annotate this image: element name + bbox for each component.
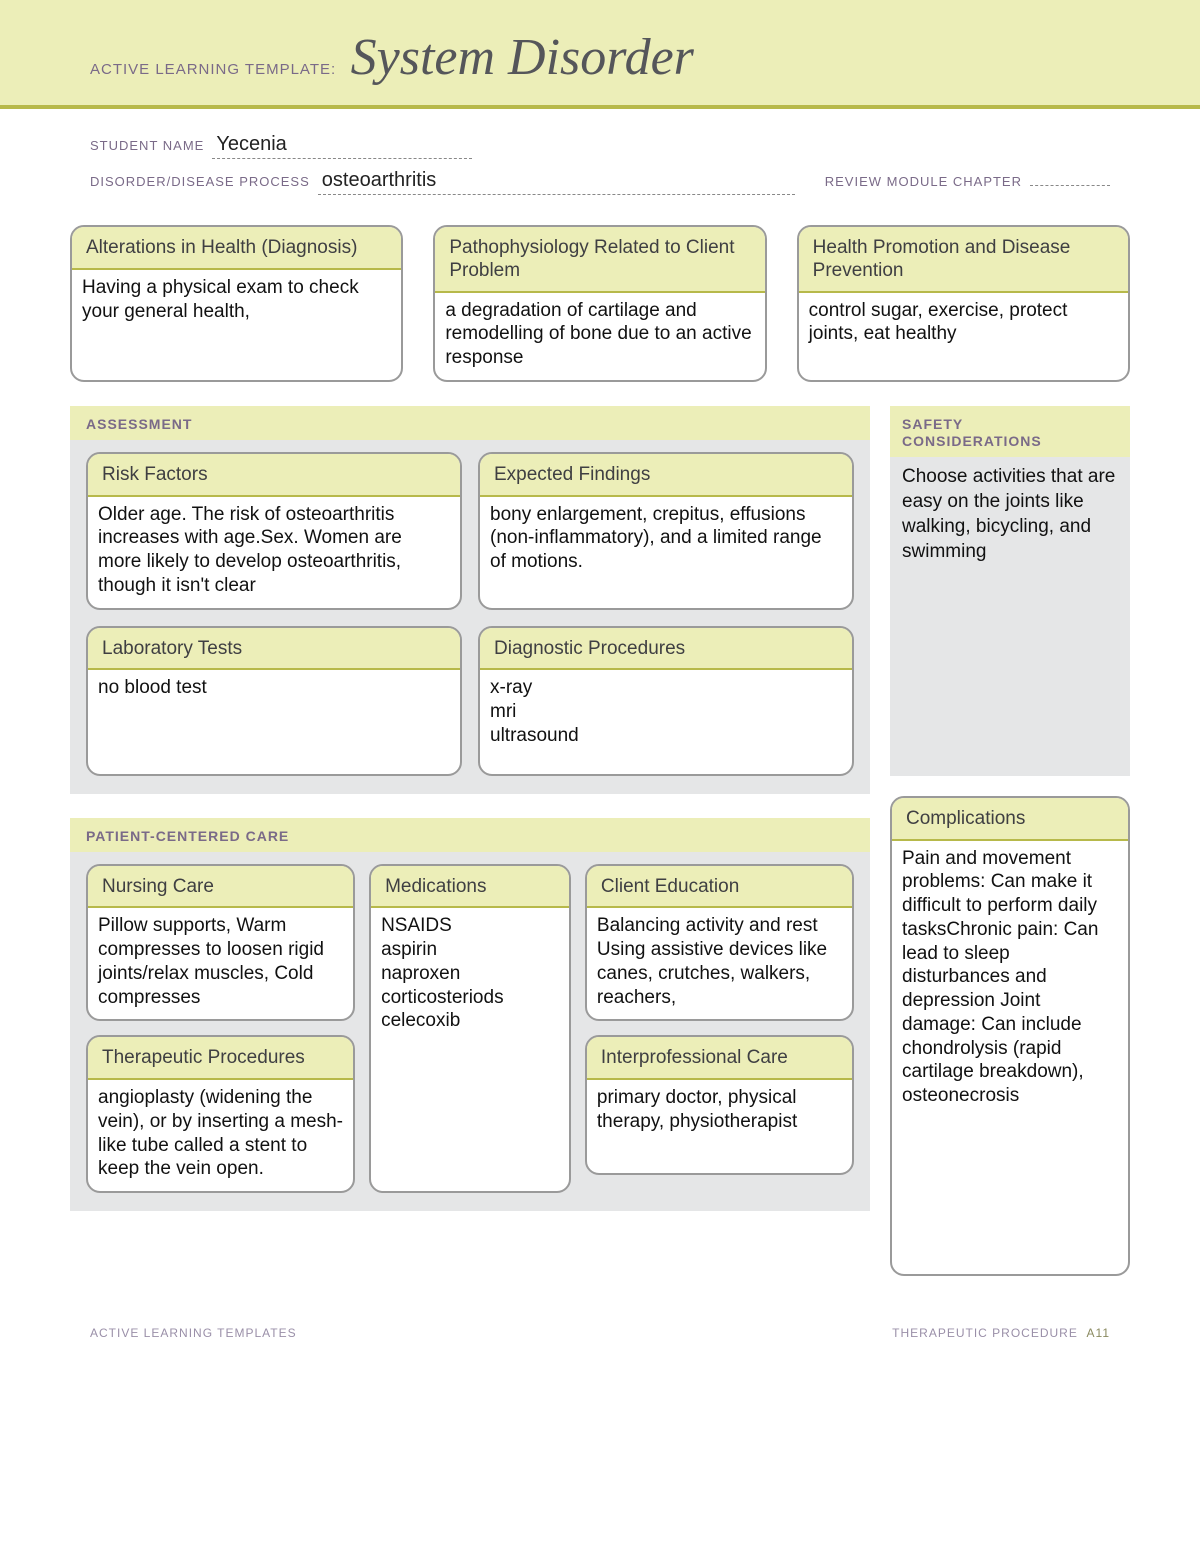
footer-right-text: THERAPEUTIC PROCEDURE [892, 1326, 1078, 1340]
assessment-section: ASSESSMENT Risk Factors Older age. The r… [70, 406, 870, 794]
card-body: Older age. The risk of osteoarthritis in… [88, 497, 460, 608]
card-body: Balancing activity and rest Using assist… [587, 908, 852, 1019]
card-body: control sugar, exercise, protect joints,… [799, 293, 1128, 357]
card-title: Complications [892, 798, 1128, 841]
card-title: Health Promotion and Disease Prevention [799, 227, 1128, 293]
section-title: PATIENT-CENTERED CARE [86, 828, 854, 844]
card-diagnostic-procedures: Diagnostic Procedures x-ray mri ultrasou… [478, 626, 854, 776]
card-client-education: Client Education Balancing activity and … [585, 864, 854, 1022]
card-title: Interprofessional Care [587, 1037, 852, 1080]
card-complications: Complications Pain and movement problems… [890, 796, 1130, 1276]
top-row: Alterations in Health (Diagnosis) Having… [70, 225, 1130, 382]
meta-section: STUDENT NAME Yecenia DISORDER/DISEASE PR… [0, 109, 1200, 215]
disorder-label: DISORDER/DISEASE PROCESS [90, 174, 310, 189]
card-title: Nursing Care [88, 866, 353, 909]
card-title: Laboratory Tests [88, 628, 460, 671]
card-alterations: Alterations in Health (Diagnosis) Having… [70, 225, 403, 382]
footer: ACTIVE LEARNING TEMPLATES THERAPEUTIC PR… [0, 1276, 1200, 1340]
card-body: angioplasty (widening the vein), or by i… [88, 1080, 353, 1191]
card-nursing-care: Nursing Care Pillow supports, Warm compr… [86, 864, 355, 1022]
card-medications: Medications NSAIDS aspirin naproxen cort… [369, 864, 571, 1194]
card-body: Pillow supports, Warm compresses to loos… [88, 908, 353, 1019]
card-title: Expected Findings [480, 454, 852, 497]
card-body: no blood test [88, 670, 460, 710]
card-risk-factors: Risk Factors Older age. The risk of oste… [86, 452, 462, 610]
student-label: STUDENT NAME [90, 138, 204, 153]
card-body: NSAIDS aspirin naproxen corticosteriods … [371, 908, 569, 1043]
card-health-promotion: Health Promotion and Disease Prevention … [797, 225, 1130, 382]
footer-right: THERAPEUTIC PROCEDURE A11 [892, 1326, 1110, 1340]
card-title: Pathophysiology Related to Client Proble… [435, 227, 764, 293]
card-body: x-ray mri ultrasound [480, 670, 852, 757]
card-title: Client Education [587, 866, 852, 909]
card-title: Diagnostic Procedures [480, 628, 852, 671]
card-expected-findings: Expected Findings bony enlargement, crep… [478, 452, 854, 610]
header-title: System Disorder [351, 28, 694, 87]
right-column: SAFETY CONSIDERATIONS Choose activities … [890, 406, 1130, 1276]
safety-title: SAFETY CONSIDERATIONS [890, 406, 1130, 458]
left-column: ASSESSMENT Risk Factors Older age. The r… [70, 406, 870, 1276]
content: Alterations in Health (Diagnosis) Having… [0, 215, 1200, 1276]
card-therapeutic-procedures: Therapeutic Procedures angioplasty (wide… [86, 1035, 355, 1193]
card-body: Having a physical exam to check your gen… [72, 270, 401, 334]
main-grid: ASSESSMENT Risk Factors Older age. The r… [70, 406, 1130, 1276]
card-body: Pain and movement problems: Can make it … [892, 841, 1128, 1118]
page: ACTIVE LEARNING TEMPLATE: System Disorde… [0, 0, 1200, 1380]
pcc-section: PATIENT-CENTERED CARE Nursing Care Pillo… [70, 818, 870, 1212]
card-title: Risk Factors [88, 454, 460, 497]
card-title: Therapeutic Procedures [88, 1037, 353, 1080]
review-label: REVIEW MODULE CHAPTER [825, 174, 1022, 189]
header-banner: ACTIVE LEARNING TEMPLATE: System Disorde… [0, 0, 1200, 109]
card-body: bony enlargement, crepitus, effusions (n… [480, 497, 852, 584]
safety-body: Choose activities that are easy on the j… [890, 457, 1130, 578]
card-body: a degradation of cartilage and remodelli… [435, 293, 764, 380]
footer-left: ACTIVE LEARNING TEMPLATES [90, 1326, 297, 1340]
student-value: Yecenia [212, 133, 472, 159]
card-title: Alterations in Health (Diagnosis) [72, 227, 401, 270]
header-prefix: ACTIVE LEARNING TEMPLATE: [90, 61, 336, 78]
card-title: Medications [371, 866, 569, 909]
card-lab-tests: Laboratory Tests no blood test [86, 626, 462, 776]
footer-page: A11 [1087, 1326, 1110, 1340]
review-blank [1030, 171, 1110, 186]
section-title: ASSESSMENT [86, 416, 854, 432]
safety-block: SAFETY CONSIDERATIONS Choose activities … [890, 406, 1130, 776]
card-body: primary doctor, physical therapy, physio… [587, 1080, 852, 1144]
card-interprofessional-care: Interprofessional Care primary doctor, p… [585, 1035, 854, 1175]
card-pathophysiology: Pathophysiology Related to Client Proble… [433, 225, 766, 382]
disorder-value: osteoarthritis [318, 169, 795, 195]
